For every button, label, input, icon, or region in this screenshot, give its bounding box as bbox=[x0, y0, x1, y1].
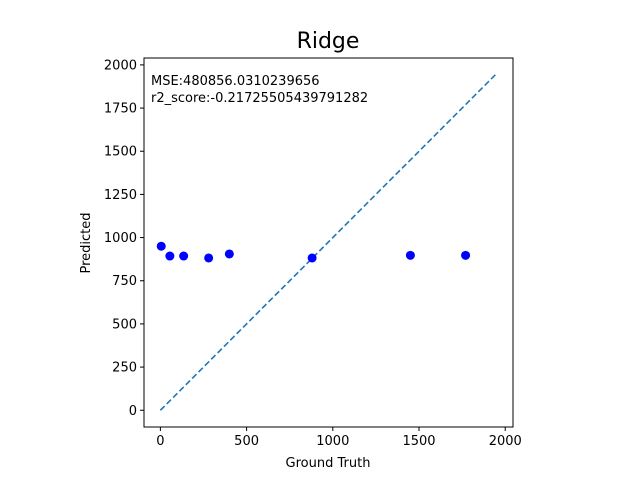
data-point bbox=[179, 251, 189, 261]
x-tick-label: 1000 bbox=[316, 434, 349, 449]
y-tick-label: 1250 bbox=[104, 188, 137, 203]
y-tick-label: 250 bbox=[112, 361, 137, 376]
y-tick-label: 1750 bbox=[104, 102, 137, 117]
y-axis-label: Predicted bbox=[79, 212, 94, 273]
mse-annotation: MSE:480856.0310239656 bbox=[151, 74, 320, 89]
data-point bbox=[307, 253, 317, 263]
data-point bbox=[461, 250, 471, 260]
plot-area-frame bbox=[143, 57, 514, 428]
y-tick-label: 500 bbox=[112, 317, 137, 332]
data-point bbox=[405, 250, 415, 260]
reference-line bbox=[159, 73, 497, 411]
x-axis-label: Ground Truth bbox=[286, 456, 371, 471]
y-tick-label: 1500 bbox=[104, 145, 137, 160]
x-tick-label: 2000 bbox=[489, 434, 522, 449]
data-point bbox=[224, 249, 234, 259]
y-tick-label: 1000 bbox=[104, 231, 137, 246]
x-tick-label: 0 bbox=[156, 434, 164, 449]
x-tick-label: 1500 bbox=[402, 434, 435, 449]
y-tick-label: 0 bbox=[129, 404, 137, 419]
r2-score-annotation: r2_score:-0.21725505439791282 bbox=[151, 91, 368, 106]
data-point bbox=[204, 253, 214, 263]
data-point bbox=[165, 251, 175, 261]
data-point bbox=[156, 241, 166, 251]
y-tick-label: 2000 bbox=[104, 58, 137, 73]
x-tick-label: 500 bbox=[234, 434, 259, 449]
y-tick-label: 750 bbox=[112, 274, 137, 289]
chart-title: Ridge bbox=[297, 29, 360, 54]
